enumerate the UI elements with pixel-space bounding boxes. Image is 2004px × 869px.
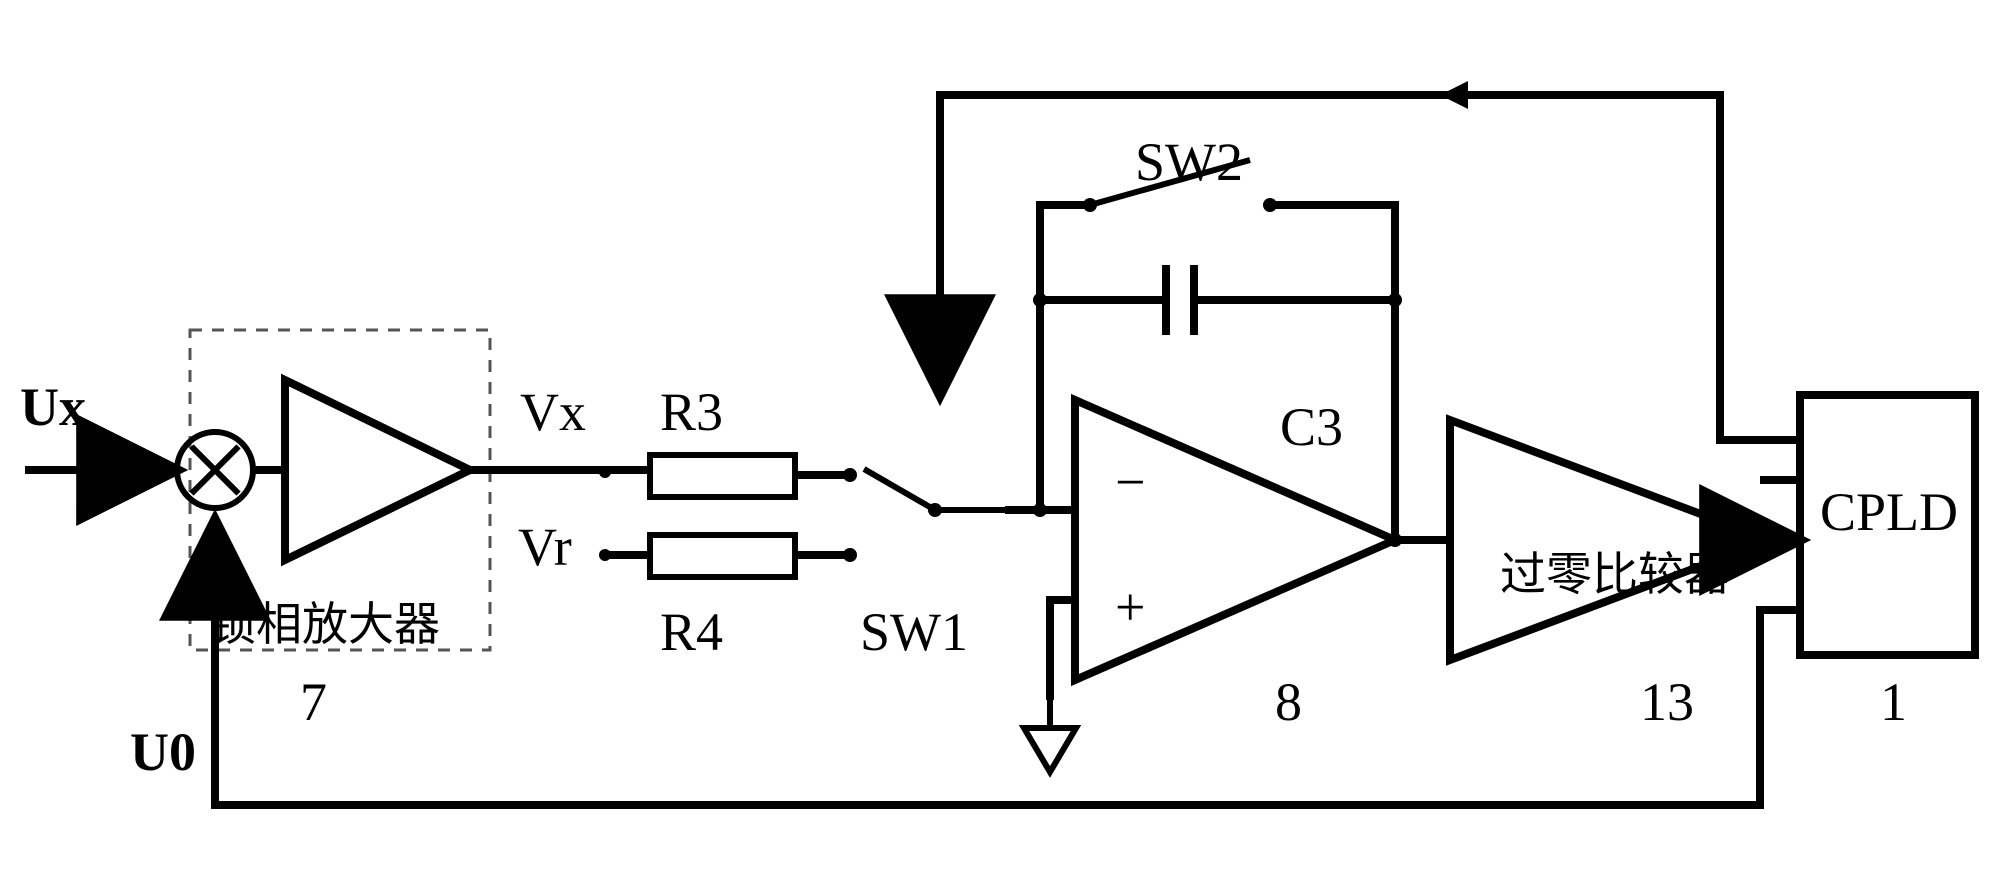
wire [940,95,1800,440]
lock-in-amp [285,380,470,560]
Vr-label: Vr [518,517,572,577]
lockin_num-label: 7 [300,672,327,732]
Vx-label: Vx [520,382,586,442]
wire [1040,205,1090,300]
cpld_num-label: 1 [1880,672,1907,732]
opamp_num-label: 8 [1275,672,1302,732]
R3-label: R3 [660,382,723,442]
SW1-label: SW1 [860,602,968,662]
R4-label: R4 [660,602,723,662]
comp_num-label: 13 [1640,672,1694,732]
R3-resistor [650,455,795,497]
comp_cn-label: 过零比较器 [1500,549,1730,600]
R4-resistor [650,535,795,577]
plus-label: + [1115,577,1145,637]
cpld-label: CPLD [1820,482,1958,542]
C3-label: C3 [1280,397,1343,457]
SW2-label: SW2 [1135,132,1243,192]
wire [1270,205,1395,300]
lockin_cn-label: 锁相放大器 [210,599,440,650]
wire [1040,300,1166,510]
Ux-label: Ux [20,377,86,437]
U0-label: U0 [130,722,196,782]
minus-label: − [1115,452,1145,512]
ground-icon [1024,728,1076,772]
integrator-opamp [1075,400,1395,680]
zero-cross-comparator [1450,420,1770,660]
sw1 [864,469,935,510]
